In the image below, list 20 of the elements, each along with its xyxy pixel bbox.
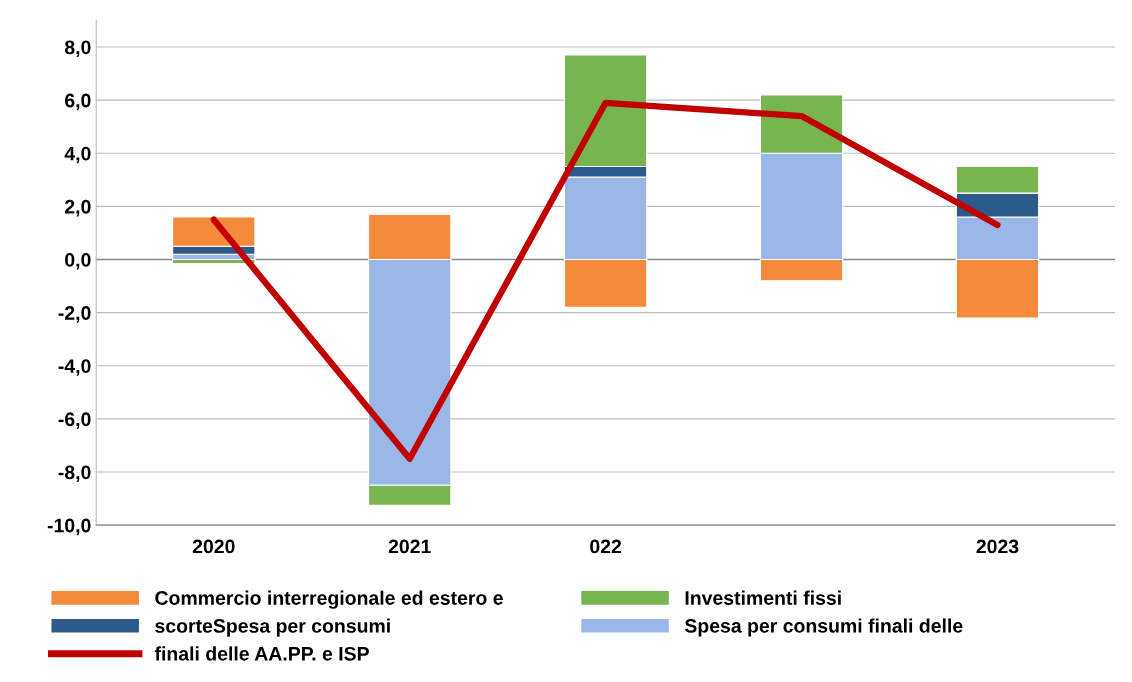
y-tick-label: -10,0: [47, 518, 91, 536]
legend-label: Spesa per consumi finali delle: [684, 618, 963, 637]
legend-label: finali delle AA.PP. e ISP: [154, 646, 369, 661]
y-tick-label: 4,0: [64, 146, 91, 164]
x-tick-label: 2021: [388, 539, 431, 554]
y-tick-label: -6,0: [58, 412, 91, 429]
y-tick-label: -8,0: [58, 465, 91, 483]
x-tick-label: 2020: [192, 539, 235, 554]
legend-label: Commercio interregionale ed estero e: [155, 590, 503, 609]
y-tick-label: -2,0: [58, 306, 91, 323]
y-tick-label: 6,0: [65, 93, 91, 111]
y-tick-label: 2,0: [65, 199, 91, 217]
legend-label: scorteSpesa per consumi: [155, 618, 390, 637]
legend-label: Investimenti fissi: [685, 590, 841, 605]
y-tick-label: 0,0: [65, 252, 91, 270]
x-tick-label: 2023: [976, 539, 1019, 554]
x-tick-label: 022: [590, 539, 622, 554]
y-tick-label: 8,0: [64, 40, 91, 58]
y-tick-label: -4,0: [58, 359, 91, 376]
bar: [172, 258, 256, 265]
